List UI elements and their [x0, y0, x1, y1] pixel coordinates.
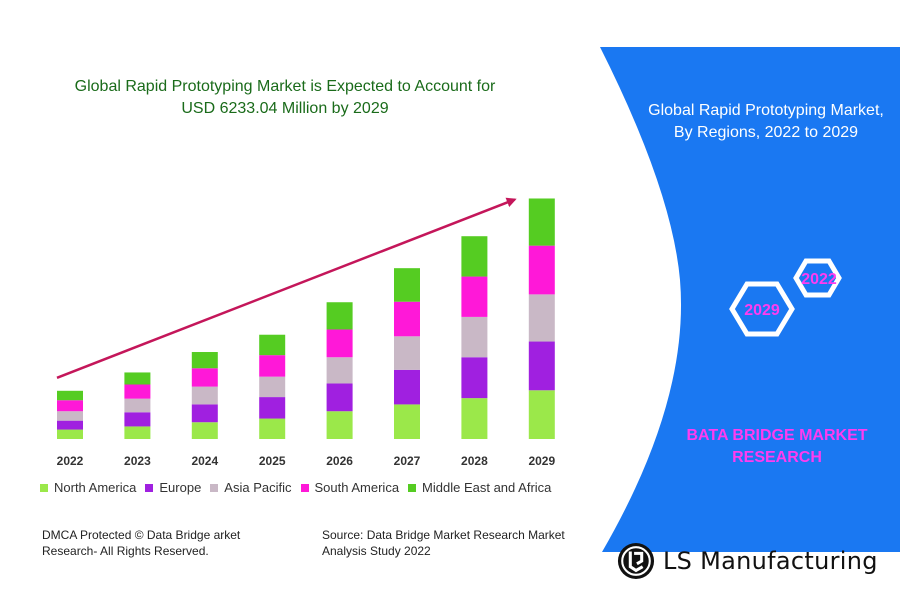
- bar-2026-south-america: [326, 329, 353, 358]
- bar-2024-middle-east-and-africa: [191, 352, 218, 369]
- legend-label: Europe: [159, 480, 202, 495]
- bar-2029-asia-pacific: [528, 294, 555, 342]
- bar-2029-europe: [528, 341, 555, 391]
- bar-2022-middle-east-and-africa: [57, 390, 83, 401]
- bar-2023-south-america: [124, 384, 151, 399]
- legend-item-north-america: North America: [40, 480, 136, 495]
- bar-2025-south-america: [259, 355, 286, 377]
- bar-2026-asia-pacific: [326, 357, 353, 384]
- bars-layer: [57, 198, 555, 439]
- bar-2023-asia-pacific: [124, 398, 151, 413]
- legend-swatch: [145, 483, 154, 492]
- bar-2027-middle-east-and-africa: [394, 268, 420, 302]
- dmca-notice: DMCA Protected © Data Bridge arket Resea…: [42, 527, 292, 559]
- chart-title: Global Rapid Prototyping Market is Expec…: [40, 76, 530, 120]
- legend-item-asia-pacific: Asia Pacific: [210, 480, 292, 495]
- bar-2024-europe: [191, 404, 218, 423]
- x-tick-labels: 2022 2023 2024 2025 2026 2027 2028 2029: [57, 454, 556, 468]
- legend-label: Asia Pacific: [224, 480, 292, 495]
- brand-line-1: BATA BRIDGE MARKET: [686, 427, 868, 444]
- brand-line-2: RESEARCH: [732, 449, 822, 466]
- chart-legend: North America Europe Asia Pacific South Ame…: [40, 480, 600, 495]
- bar-2026-europe: [326, 383, 353, 412]
- legend-item-middle-east-and-africa: Middle East and Africa: [408, 480, 551, 495]
- bar-2022-north-america: [57, 429, 83, 439]
- bar-2024-asia-pacific: [191, 386, 218, 405]
- side-panel-background: [600, 47, 900, 552]
- bar-2029-middle-east-and-africa: [528, 198, 555, 246]
- legend-swatch: [408, 483, 417, 492]
- legend-label: Middle East and Africa: [422, 480, 552, 495]
- source-note: Source: Data Bridge Market Research Mark…: [322, 527, 592, 559]
- x-tick-2026: 2026: [326, 454, 353, 468]
- bar-2023-north-america: [124, 426, 151, 439]
- hexagon-2029-label: 2029: [744, 302, 780, 319]
- bar-2025-europe: [259, 397, 286, 419]
- dmca-line-2: Research- All Rights Reserved.: [42, 544, 209, 558]
- legend-swatch: [300, 483, 309, 492]
- x-tick-2029: 2029: [528, 454, 555, 468]
- bar-2028-north-america: [461, 398, 488, 439]
- hexagon-2029: 2029: [729, 281, 795, 337]
- legend-label: South America: [314, 480, 400, 495]
- x-tick-2025: 2025: [259, 454, 286, 468]
- logo-text: LS Manufacturing: [663, 547, 878, 575]
- side-panel-title: Global Rapid Prototyping Market, By Regi…: [632, 100, 900, 144]
- bar-2027-north-america: [394, 404, 420, 439]
- source-line-1: Source: Data Bridge Market Research Mark…: [322, 528, 565, 542]
- legend-swatch: [40, 483, 48, 492]
- bar-2029-north-america: [528, 390, 555, 439]
- trend-arrow: [56, 197, 517, 379]
- chart-title-line-1: Global Rapid Prototyping Market is Expec…: [74, 78, 496, 95]
- dmca-line-1: DMCA Protected © Data Bridge arket: [42, 528, 241, 542]
- source-line-2: Analysis Study 2022: [322, 544, 431, 558]
- x-tick-2023: 2023: [124, 454, 151, 468]
- hexagon-2022-label: 2022: [801, 271, 837, 288]
- brand-text: BATA BRIDGE MARKET RESEARCH: [672, 425, 882, 469]
- bar-2029-south-america: [528, 245, 555, 295]
- hexagon-2022: 2022: [793, 258, 842, 298]
- side-panel-title-line-2: By Regions, 2022 to 2029: [673, 124, 859, 141]
- bar-2024-north-america: [191, 422, 218, 439]
- x-tick-2022: 2022: [57, 454, 84, 468]
- x-tick-2027: 2027: [394, 454, 421, 468]
- bar-2026-middle-east-and-africa: [326, 302, 353, 330]
- ls-manufacturing-logo: LS Manufacturing: [617, 542, 878, 580]
- bar-2027-asia-pacific: [394, 336, 420, 370]
- bar-2027-south-america: [394, 301, 420, 337]
- legend-item-europe: Europe: [145, 480, 201, 495]
- bar-2022-europe: [57, 420, 83, 430]
- hexagon-2022-outline: [793, 258, 842, 298]
- bar-2027-europe: [394, 369, 420, 405]
- bar-2022-asia-pacific: [57, 411, 83, 421]
- legend-swatch: [210, 483, 219, 492]
- bar-2025-north-america: [259, 418, 286, 439]
- bar-2022-south-america: [57, 400, 83, 412]
- bar-2028-south-america: [461, 276, 488, 317]
- side-panel-title-line-1: Global Rapid Prototyping Market,: [648, 102, 884, 119]
- legend-label: North America: [54, 480, 137, 495]
- chart-title-line-2: USD 6233.04 Million by 2029: [181, 100, 389, 117]
- bar-2028-europe: [461, 357, 488, 399]
- bar-2024-south-america: [191, 368, 218, 387]
- bar-2025-asia-pacific: [259, 376, 286, 398]
- bar-2023-europe: [124, 412, 151, 427]
- x-tick-2024: 2024: [191, 454, 218, 468]
- x-tick-2028: 2028: [461, 454, 488, 468]
- bar-2028-middle-east-and-africa: [461, 236, 488, 277]
- ls-logo-icon: [617, 542, 655, 580]
- bar-2023-middle-east-and-africa: [124, 372, 151, 385]
- legend-item-south-america: South America: [300, 480, 400, 495]
- bar-2026-north-america: [326, 411, 353, 439]
- bar-2025-middle-east-and-africa: [259, 334, 286, 356]
- bar-2028-asia-pacific: [461, 316, 488, 358]
- hexagon-2029-outline: [729, 281, 795, 337]
